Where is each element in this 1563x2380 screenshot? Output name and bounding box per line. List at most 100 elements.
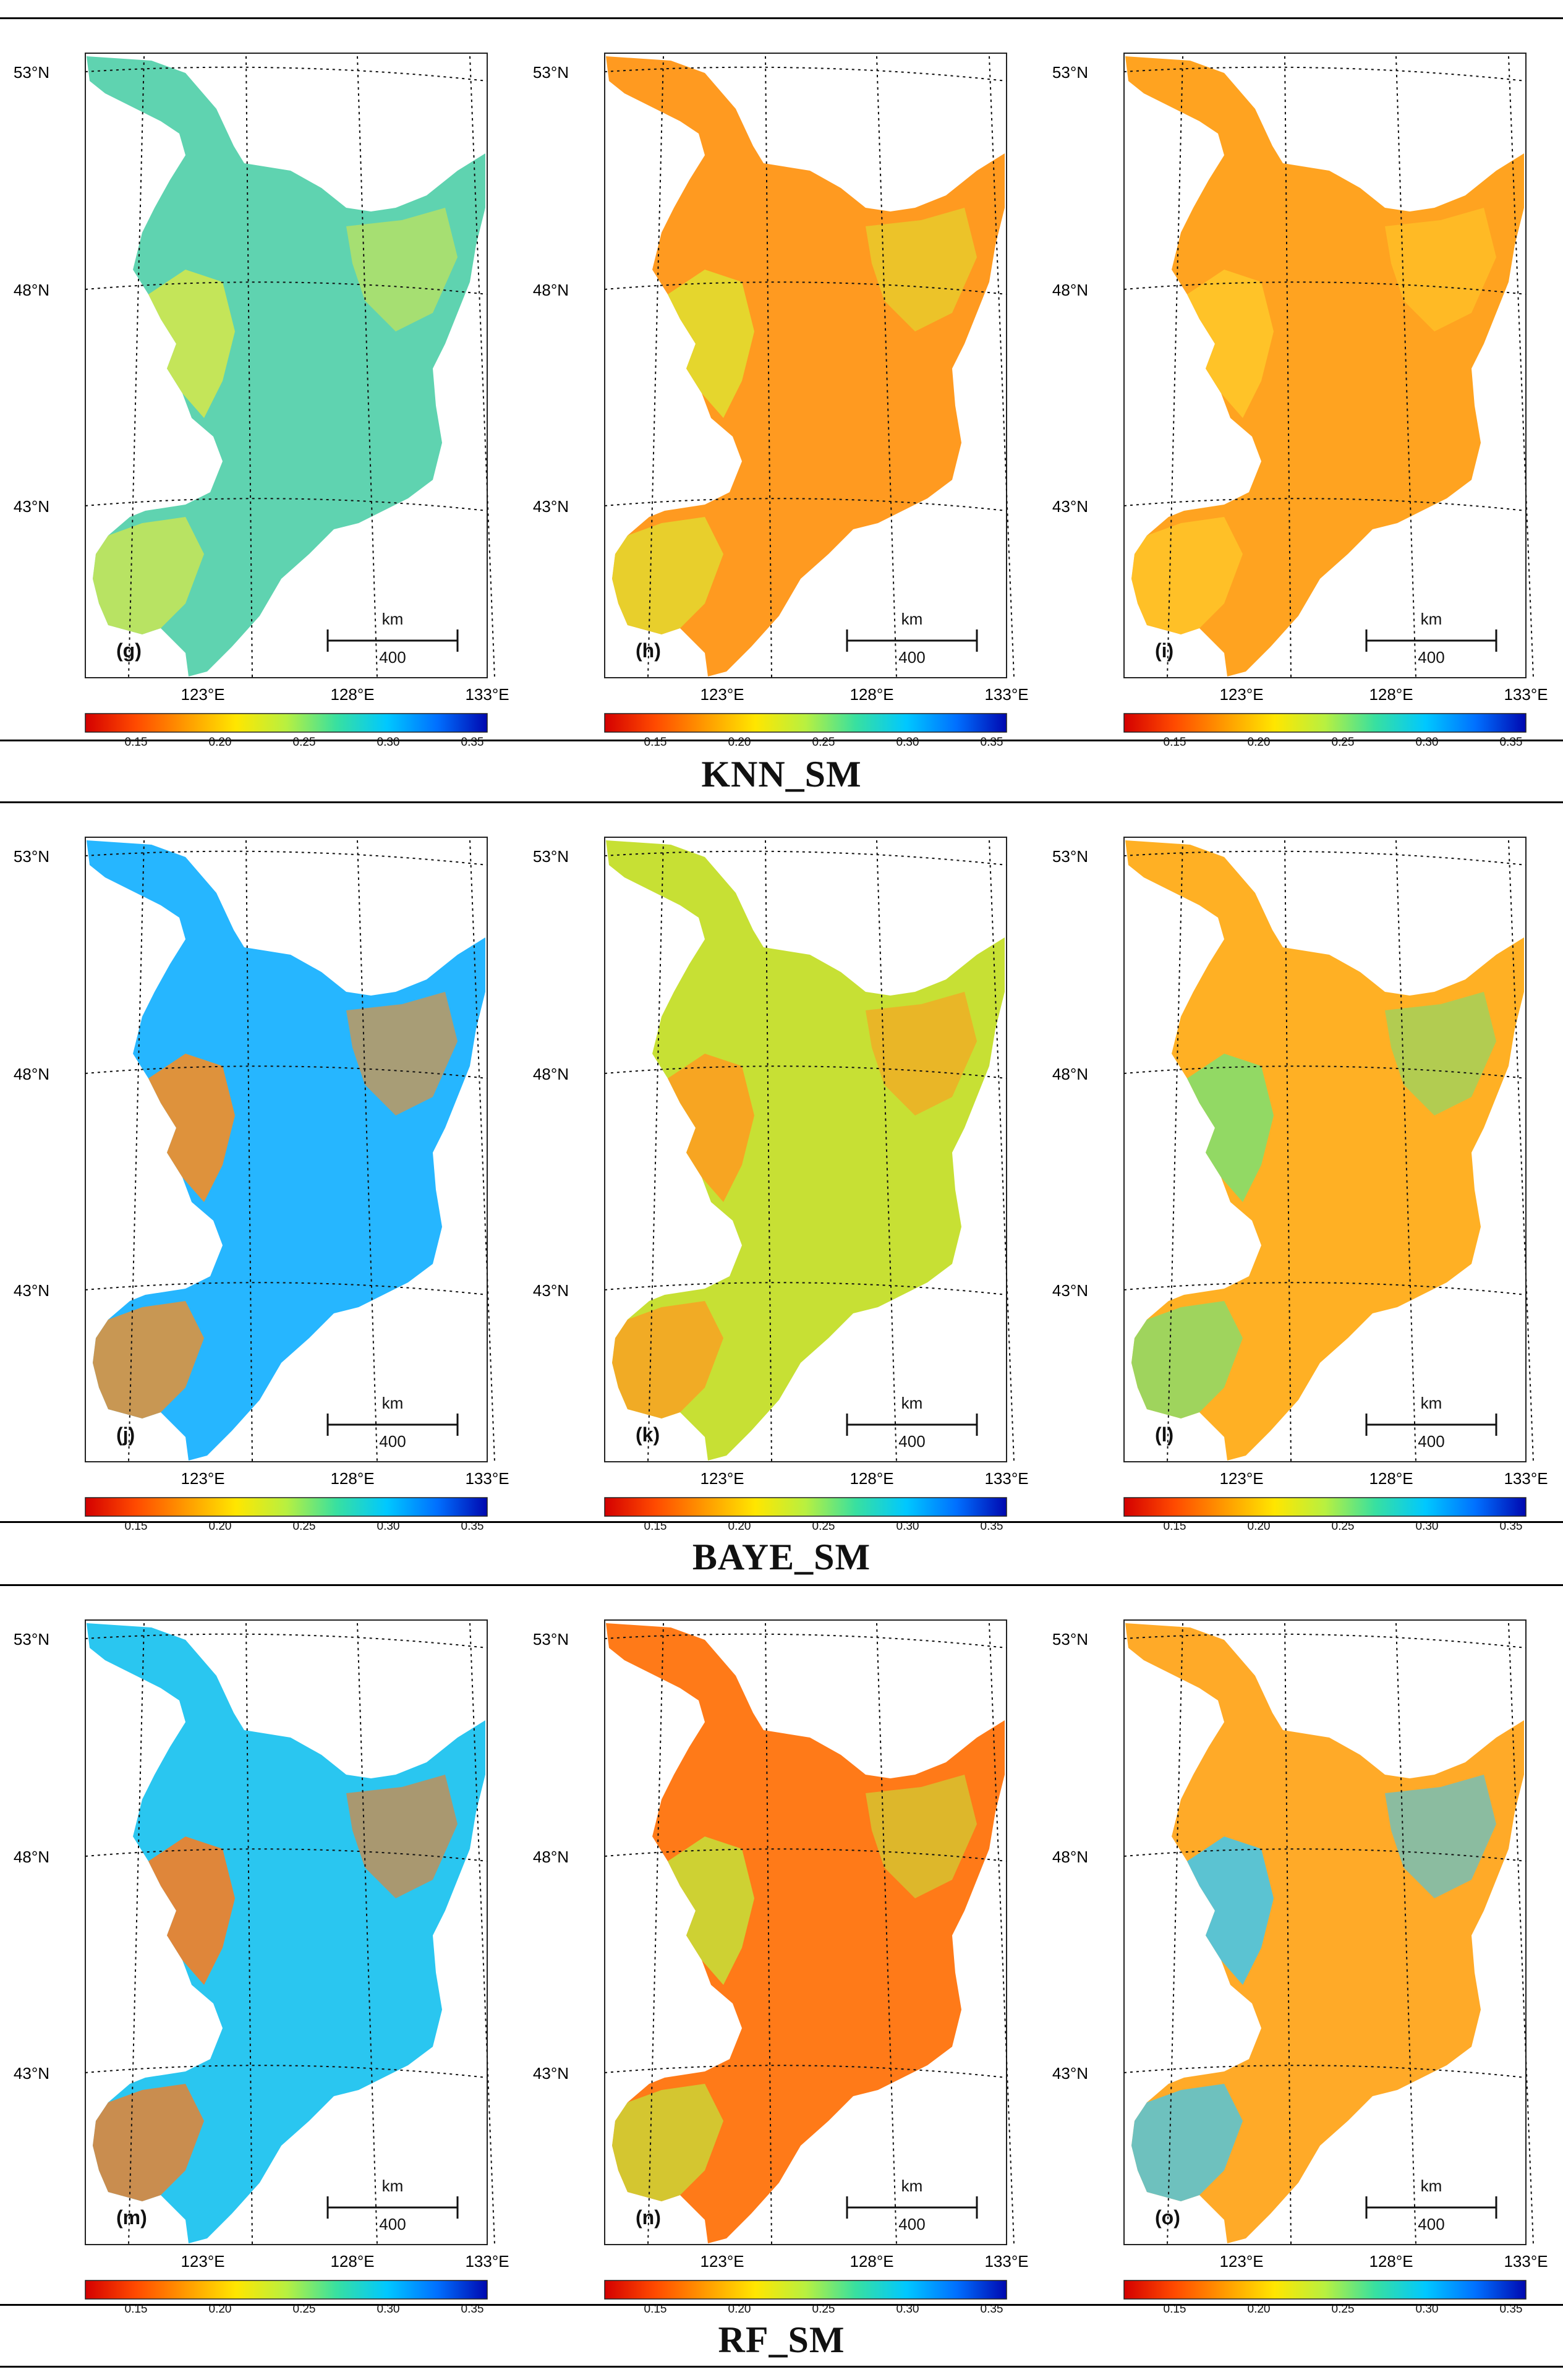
- map-frame: [1123, 1619, 1527, 2245]
- lon-label-123e: 123°E: [181, 685, 225, 704]
- scale-bar-value: 400: [379, 1432, 406, 1451]
- map-panel-i: 53°N 48°N 43°N 123°E 128°E 133°E (i) km …: [1039, 22, 1548, 752]
- graticule: [604, 56, 1015, 678]
- group-rule-3-top: [0, 1584, 1563, 1586]
- region-variation-south: [93, 517, 204, 634]
- lat-label-43n: 43°N: [532, 2064, 569, 2083]
- scale-bar: [1365, 2196, 1497, 2219]
- map-frame: [1123, 837, 1527, 1462]
- scale-bar-unit: km: [901, 1394, 923, 1412]
- colorbar-tick: 0.20: [1247, 2303, 1271, 2316]
- lat-label-43n: 43°N: [532, 1281, 569, 1300]
- region-variation-east: [1385, 992, 1496, 1115]
- region-variation-south: [1131, 1301, 1243, 1418]
- colorbar-tick: 0.15: [124, 736, 148, 749]
- map-figure: [1123, 53, 1534, 733]
- lon-label-133e: 133°E: [465, 685, 509, 704]
- lon-label-133e: 133°E: [1504, 685, 1548, 704]
- lat-label-48n: 48°N: [13, 1065, 49, 1083]
- lat-label-48n: 48°N: [13, 281, 49, 299]
- graticule: [1123, 56, 1534, 678]
- colorbar-tick: 0.25: [812, 2303, 835, 2316]
- graticule: [604, 1623, 1015, 2245]
- scale-bar-unit: km: [1420, 2177, 1442, 2195]
- lat-label-48n: 48°N: [532, 1065, 569, 1083]
- colorbar-tick: 0.30: [896, 736, 919, 749]
- colorbar-tick: 0.30: [377, 1520, 400, 1533]
- colorbar-tick: 0.35: [461, 1520, 484, 1533]
- map-panel-k: 53°N 48°N 43°N 123°E 128°E 133°E (k) km …: [519, 806, 1029, 1536]
- scale-bar: [326, 2196, 459, 2219]
- colorbar-tick: 0.25: [1331, 1520, 1355, 1533]
- region-variation-west: [148, 1054, 235, 1202]
- lat-label-48n: 48°N: [1052, 1065, 1088, 1083]
- lon-label-133e: 133°E: [1504, 2252, 1548, 2271]
- map-figure: [604, 837, 1015, 1517]
- lat-label-53n: 53°N: [1052, 847, 1088, 866]
- lat-label-43n: 43°N: [13, 2064, 49, 2083]
- lon-label-128e: 128°E: [330, 1469, 375, 1488]
- region-variation-west: [1187, 1836, 1274, 1985]
- graticule: [1123, 1623, 1534, 2245]
- lon-label-133e: 133°E: [984, 685, 1029, 704]
- colorbar: [604, 2280, 1007, 2300]
- map-figure: [85, 837, 495, 1517]
- lat-label-43n: 43°N: [13, 1281, 49, 1300]
- region-variation-east: [1385, 1775, 1496, 1898]
- panel-letter: (o): [1155, 2206, 1180, 2229]
- map-frame: [85, 837, 488, 1462]
- panel-letter: (h): [636, 639, 661, 662]
- lon-label-128e: 128°E: [850, 685, 894, 704]
- colorbar-tick: 0.30: [1415, 2303, 1439, 2316]
- group-title-knn: KNN_SM: [701, 754, 862, 795]
- lon-label-128e: 128°E: [330, 685, 375, 704]
- lon-label-128e: 128°E: [330, 2252, 375, 2271]
- colorbar-tick: 0.20: [208, 1520, 232, 1533]
- lat-label-53n: 53°N: [1052, 1630, 1088, 1649]
- panel-letter: (g): [116, 639, 142, 662]
- lat-label-53n: 53°N: [13, 1630, 49, 1649]
- lat-label-53n: 53°N: [532, 847, 569, 866]
- lon-label-123e: 123°E: [700, 2252, 744, 2271]
- lon-label-133e: 133°E: [465, 2252, 509, 2271]
- colorbar-tick: 0.30: [377, 2303, 400, 2316]
- map-frame: [604, 1619, 1007, 2245]
- group-rule-2-bottom: [0, 1521, 1563, 1523]
- colorbar-tick: 0.35: [1499, 1520, 1523, 1533]
- scale-bar: [846, 2196, 978, 2219]
- map-figure: [1123, 1619, 1534, 2300]
- bottom-rule: [0, 2366, 1563, 2368]
- map-panel-o: 53°N 48°N 43°N 123°E 128°E 133°E (o) km …: [1039, 1589, 1548, 2319]
- lon-label-128e: 128°E: [1369, 1469, 1413, 1488]
- region-variation-west: [668, 1836, 754, 1985]
- lat-label-48n: 48°N: [1052, 1848, 1088, 1866]
- group-rule-1-bottom: [0, 740, 1563, 741]
- scale-bar-value: 400: [379, 648, 406, 667]
- region-variation-south: [1131, 517, 1243, 634]
- colorbar-tick: 0.25: [1331, 736, 1355, 749]
- panel-letter: (k): [636, 1423, 660, 1446]
- colorbar-tick: 0.20: [728, 1520, 751, 1533]
- lon-label-123e: 123°E: [700, 1469, 744, 1488]
- scale-bar-unit: km: [381, 2177, 404, 2195]
- scale-bar-unit: km: [381, 1394, 404, 1412]
- map-frame: [85, 1619, 488, 2245]
- lat-label-48n: 48°N: [1052, 281, 1088, 299]
- lon-label-123e: 123°E: [1219, 2252, 1264, 2271]
- map-panel-n: 53°N 48°N 43°N 123°E 128°E 133°E (n) km …: [519, 1589, 1029, 2319]
- map-frame: [85, 53, 488, 678]
- scale-bar-unit: km: [1420, 1394, 1442, 1412]
- lon-label-128e: 128°E: [850, 1469, 894, 1488]
- lat-label-53n: 53°N: [532, 63, 569, 82]
- lat-label-48n: 48°N: [532, 1848, 569, 1866]
- lon-label-133e: 133°E: [984, 2252, 1029, 2271]
- panel-letter: (m): [116, 2206, 147, 2229]
- lon-label-123e: 123°E: [1219, 685, 1264, 704]
- map-figure: [604, 1619, 1015, 2300]
- lon-label-123e: 123°E: [1219, 1469, 1264, 1488]
- scale-bar-value: 400: [1418, 1432, 1445, 1451]
- lon-label-123e: 123°E: [181, 2252, 225, 2271]
- group-title-baye: BAYE_SM: [692, 1537, 871, 1577]
- lon-label-133e: 133°E: [1504, 1469, 1548, 1488]
- lat-label-43n: 43°N: [1052, 497, 1088, 516]
